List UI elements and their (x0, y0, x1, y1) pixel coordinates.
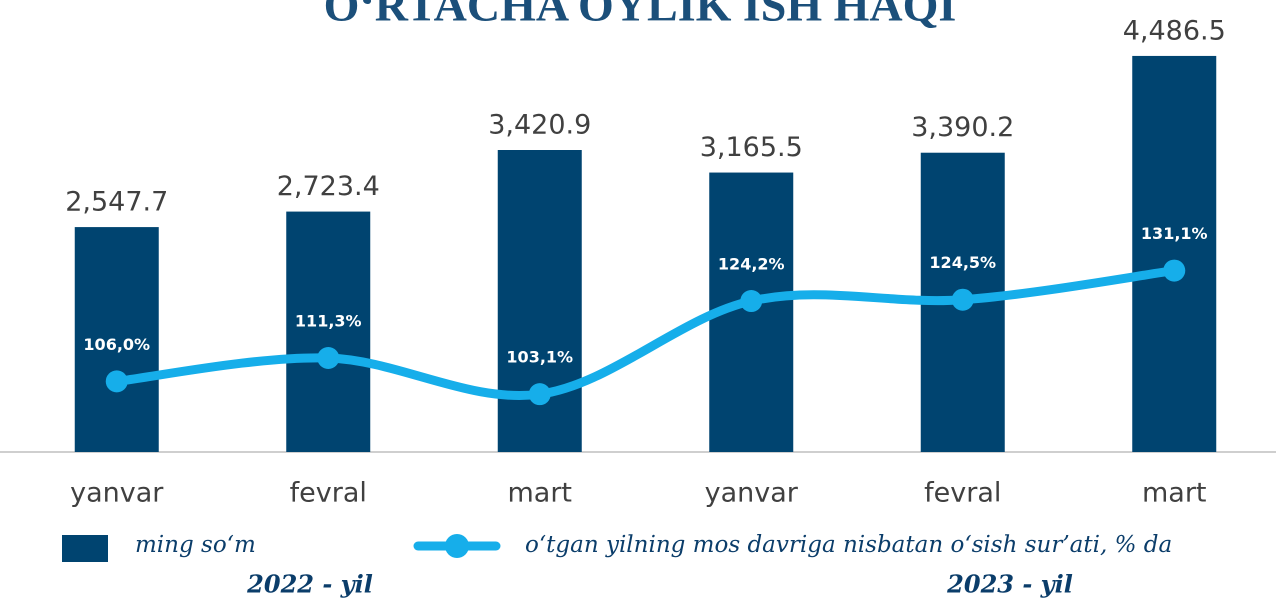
data-label: 3,390.2 (911, 112, 1014, 143)
data-label: 124,2% (718, 255, 785, 274)
group-label: 2022 - yil (246, 570, 373, 599)
legend-label: o‘tgan yilning mos davriga nisbatan o‘si… (525, 532, 1172, 558)
data-label: 103,1% (506, 348, 573, 367)
x-tick-label: yanvar (705, 478, 799, 509)
data-label: 124,5% (929, 253, 996, 272)
line-marker (740, 290, 763, 313)
line (112, 266, 1179, 400)
x-tick-label: fevral (290, 478, 367, 509)
data-label: 3,165.5 (700, 132, 803, 163)
x-tick-label: yanvar (70, 478, 164, 509)
line-marker (317, 346, 340, 369)
data-label: 3,420.9 (488, 110, 591, 141)
data-label: 2,547.7 (65, 187, 168, 218)
legend-swatch (62, 535, 108, 562)
group-label: 2023 - yil (946, 570, 1073, 599)
chart-title: O‘RTACHA OYLIK ISH HAQI (324, 0, 957, 31)
x-tick-label: mart (507, 478, 572, 509)
bar (74, 227, 159, 452)
data-label: 106,0% (83, 335, 150, 354)
bar (286, 211, 371, 452)
data-label: 131,1% (1141, 224, 1208, 243)
line-marker (1163, 259, 1186, 282)
line-marker (105, 370, 128, 393)
data-label: 2,723.4 (277, 171, 380, 202)
x-tick-label: mart (1142, 478, 1207, 509)
x-tick-label: fevral (924, 478, 1001, 509)
bar (497, 150, 582, 453)
line-marker (528, 383, 551, 406)
line-marker (951, 288, 974, 311)
legend-label: ming so‘m (135, 532, 256, 558)
data-label: 111,3% (295, 311, 362, 330)
data-label: 4,486.5 (1123, 15, 1226, 46)
legend-marker (445, 534, 469, 558)
bar (1132, 55, 1217, 452)
